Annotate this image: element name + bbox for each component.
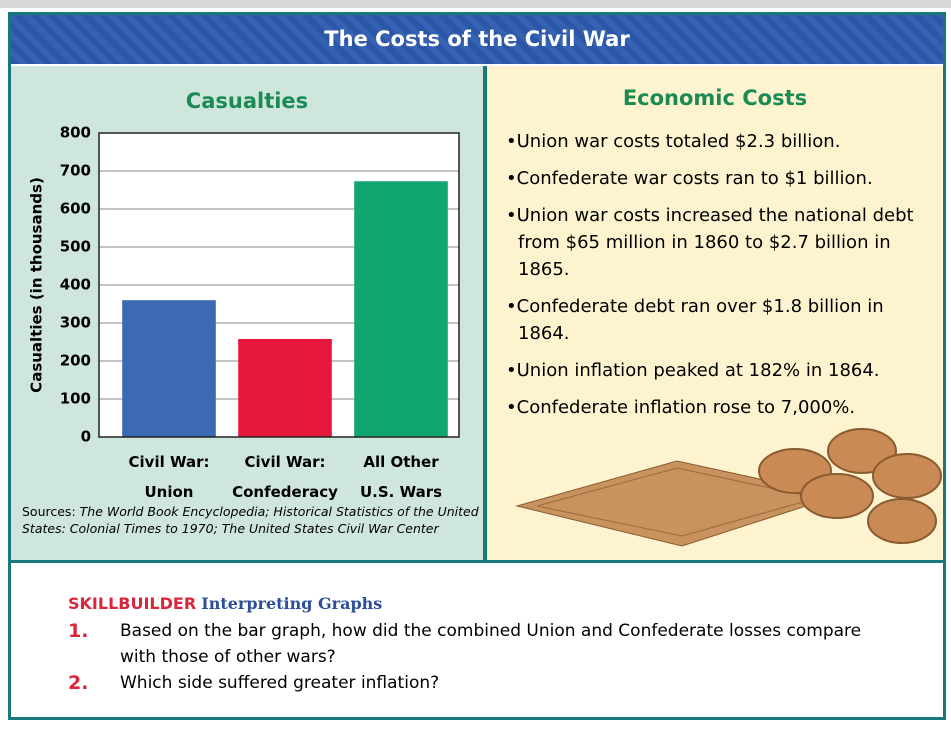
question-text: Based on the bar graph, how did the comb…	[120, 618, 868, 670]
x-tick-label: All Other U.S. Wars	[336, 447, 466, 507]
y-axis-label: Casualties (in thousands)	[28, 177, 46, 393]
chart-title: Casualties	[186, 89, 308, 113]
skillbuilder-heading: SKILLBUILDER Interpreting Graphs	[68, 594, 382, 613]
sources: Sources: The World Book Encyclopedia; Hi…	[22, 503, 482, 537]
question-number: 1.	[68, 618, 88, 644]
question: 2. Which side suffered greater inflation?	[68, 670, 868, 696]
y-tick-label: 200	[60, 352, 91, 370]
bar	[354, 181, 448, 437]
question-text: Which side suffered greater inflation?	[120, 670, 868, 696]
bar	[238, 339, 332, 437]
economic-item: Union war costs totaled $2.3 billion.	[506, 128, 926, 155]
economic-item: Union war costs increased the national d…	[506, 202, 926, 283]
x-tick-label: Civil War: Confederacy	[220, 447, 350, 507]
y-tick-label: 600	[60, 200, 91, 218]
skillbuilder-label: SKILLBUILDER	[68, 594, 196, 613]
sources-text: The World Book Encyclopedia; Historical …	[22, 504, 479, 536]
skillbuilder-title: Interpreting Graphs	[201, 594, 382, 613]
question: 1. Based on the bar graph, how did the co…	[68, 618, 868, 670]
coins	[759, 429, 941, 543]
y-tick-label: 500	[60, 238, 91, 256]
bar	[122, 300, 216, 437]
economic-item: Confederate war costs ran to $1 billion.	[506, 165, 926, 192]
separator	[11, 560, 943, 563]
economic-item: Union inflation peaked at 182% in 1864.	[506, 357, 926, 384]
y-tick-label: 800	[60, 124, 91, 142]
x-tick-label: Civil War: Union	[104, 447, 234, 507]
y-tick-label: 300	[60, 314, 91, 332]
page: The Costs of the Civil War Casualties Ca…	[0, 0, 951, 730]
question-number: 2.	[68, 670, 88, 696]
economic-title: Economic Costs	[487, 86, 943, 110]
economic-item: Confederate debt ran over $1.8 billion i…	[506, 293, 926, 347]
y-tick-label: 700	[60, 162, 91, 180]
sources-label: Sources:	[22, 504, 76, 519]
economic-list: Union war costs totaled $2.3 billion. Con…	[506, 128, 926, 431]
y-tick-label: 0	[81, 428, 91, 446]
banner-title: The Costs of the Civil War	[11, 15, 943, 64]
chart-panel: Casualties Casualties (in thousands) 0 10…	[11, 66, 483, 560]
y-tick-label: 400	[60, 276, 91, 294]
top-strip	[0, 0, 951, 8]
y-tick-label: 100	[60, 390, 91, 408]
economic-item: Confederate inflation rose to 7,000%.	[506, 394, 926, 421]
